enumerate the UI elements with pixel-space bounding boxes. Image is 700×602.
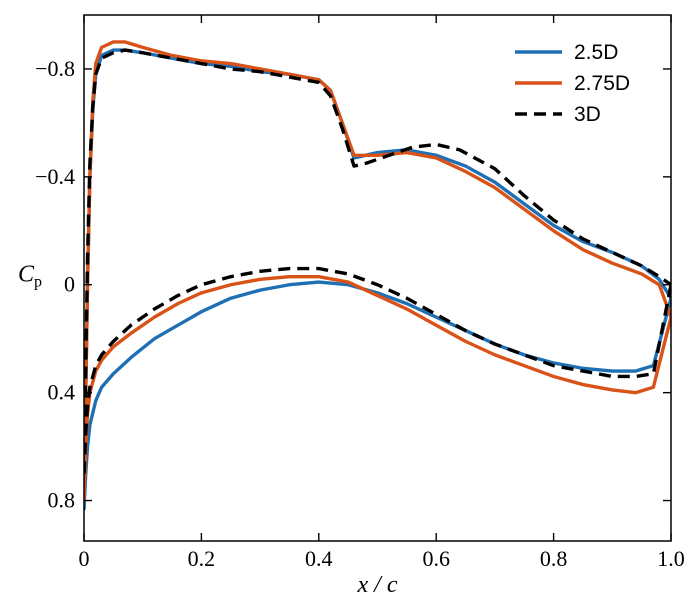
x-tick-label: 1.0 xyxy=(657,546,685,571)
y-tick-label: 0.4 xyxy=(48,380,76,405)
x-tick-label: 0.4 xyxy=(305,546,333,571)
x-tick-label: 0.2 xyxy=(188,546,216,571)
x-tick-label: 0 xyxy=(79,546,90,571)
y-tick-label: −0.8 xyxy=(35,56,75,81)
y-tick-label: 0 xyxy=(64,272,75,297)
series-line-3d-lower xyxy=(84,266,671,474)
x-tick-label: 0.6 xyxy=(422,546,450,571)
series-line-2-75d-lower xyxy=(84,274,671,503)
legend-label-3d: 3D xyxy=(574,103,601,126)
series-line-2-5d-lower xyxy=(84,280,671,511)
series-curves xyxy=(84,40,671,511)
legend: 2.5D 2.75D 3D xyxy=(515,41,630,126)
legend-label-2-5d: 2.5D xyxy=(574,41,618,64)
y-axis-label-subscript: p xyxy=(34,274,42,291)
y-tick-label: 0.8 xyxy=(48,488,76,513)
series-line-3d-upper xyxy=(84,48,671,474)
y-axis-label: Cp xyxy=(18,262,42,291)
x-axis-label: x / c xyxy=(357,572,398,598)
axis-tick-labels: 0 0.2 0.4 0.6 0.8 1.0 −0.8 −0.4 0 0.4 0.8 xyxy=(35,56,685,571)
legend-label-2-75d: 2.75D xyxy=(574,72,630,95)
x-tick-label: 0.8 xyxy=(540,546,568,571)
plot-frame xyxy=(83,14,672,542)
y-axis-label-main: C xyxy=(18,262,35,288)
series-line-2-75d-upper xyxy=(84,40,671,503)
y-tick-label: −0.4 xyxy=(35,164,75,189)
axis-ticks xyxy=(83,15,672,541)
